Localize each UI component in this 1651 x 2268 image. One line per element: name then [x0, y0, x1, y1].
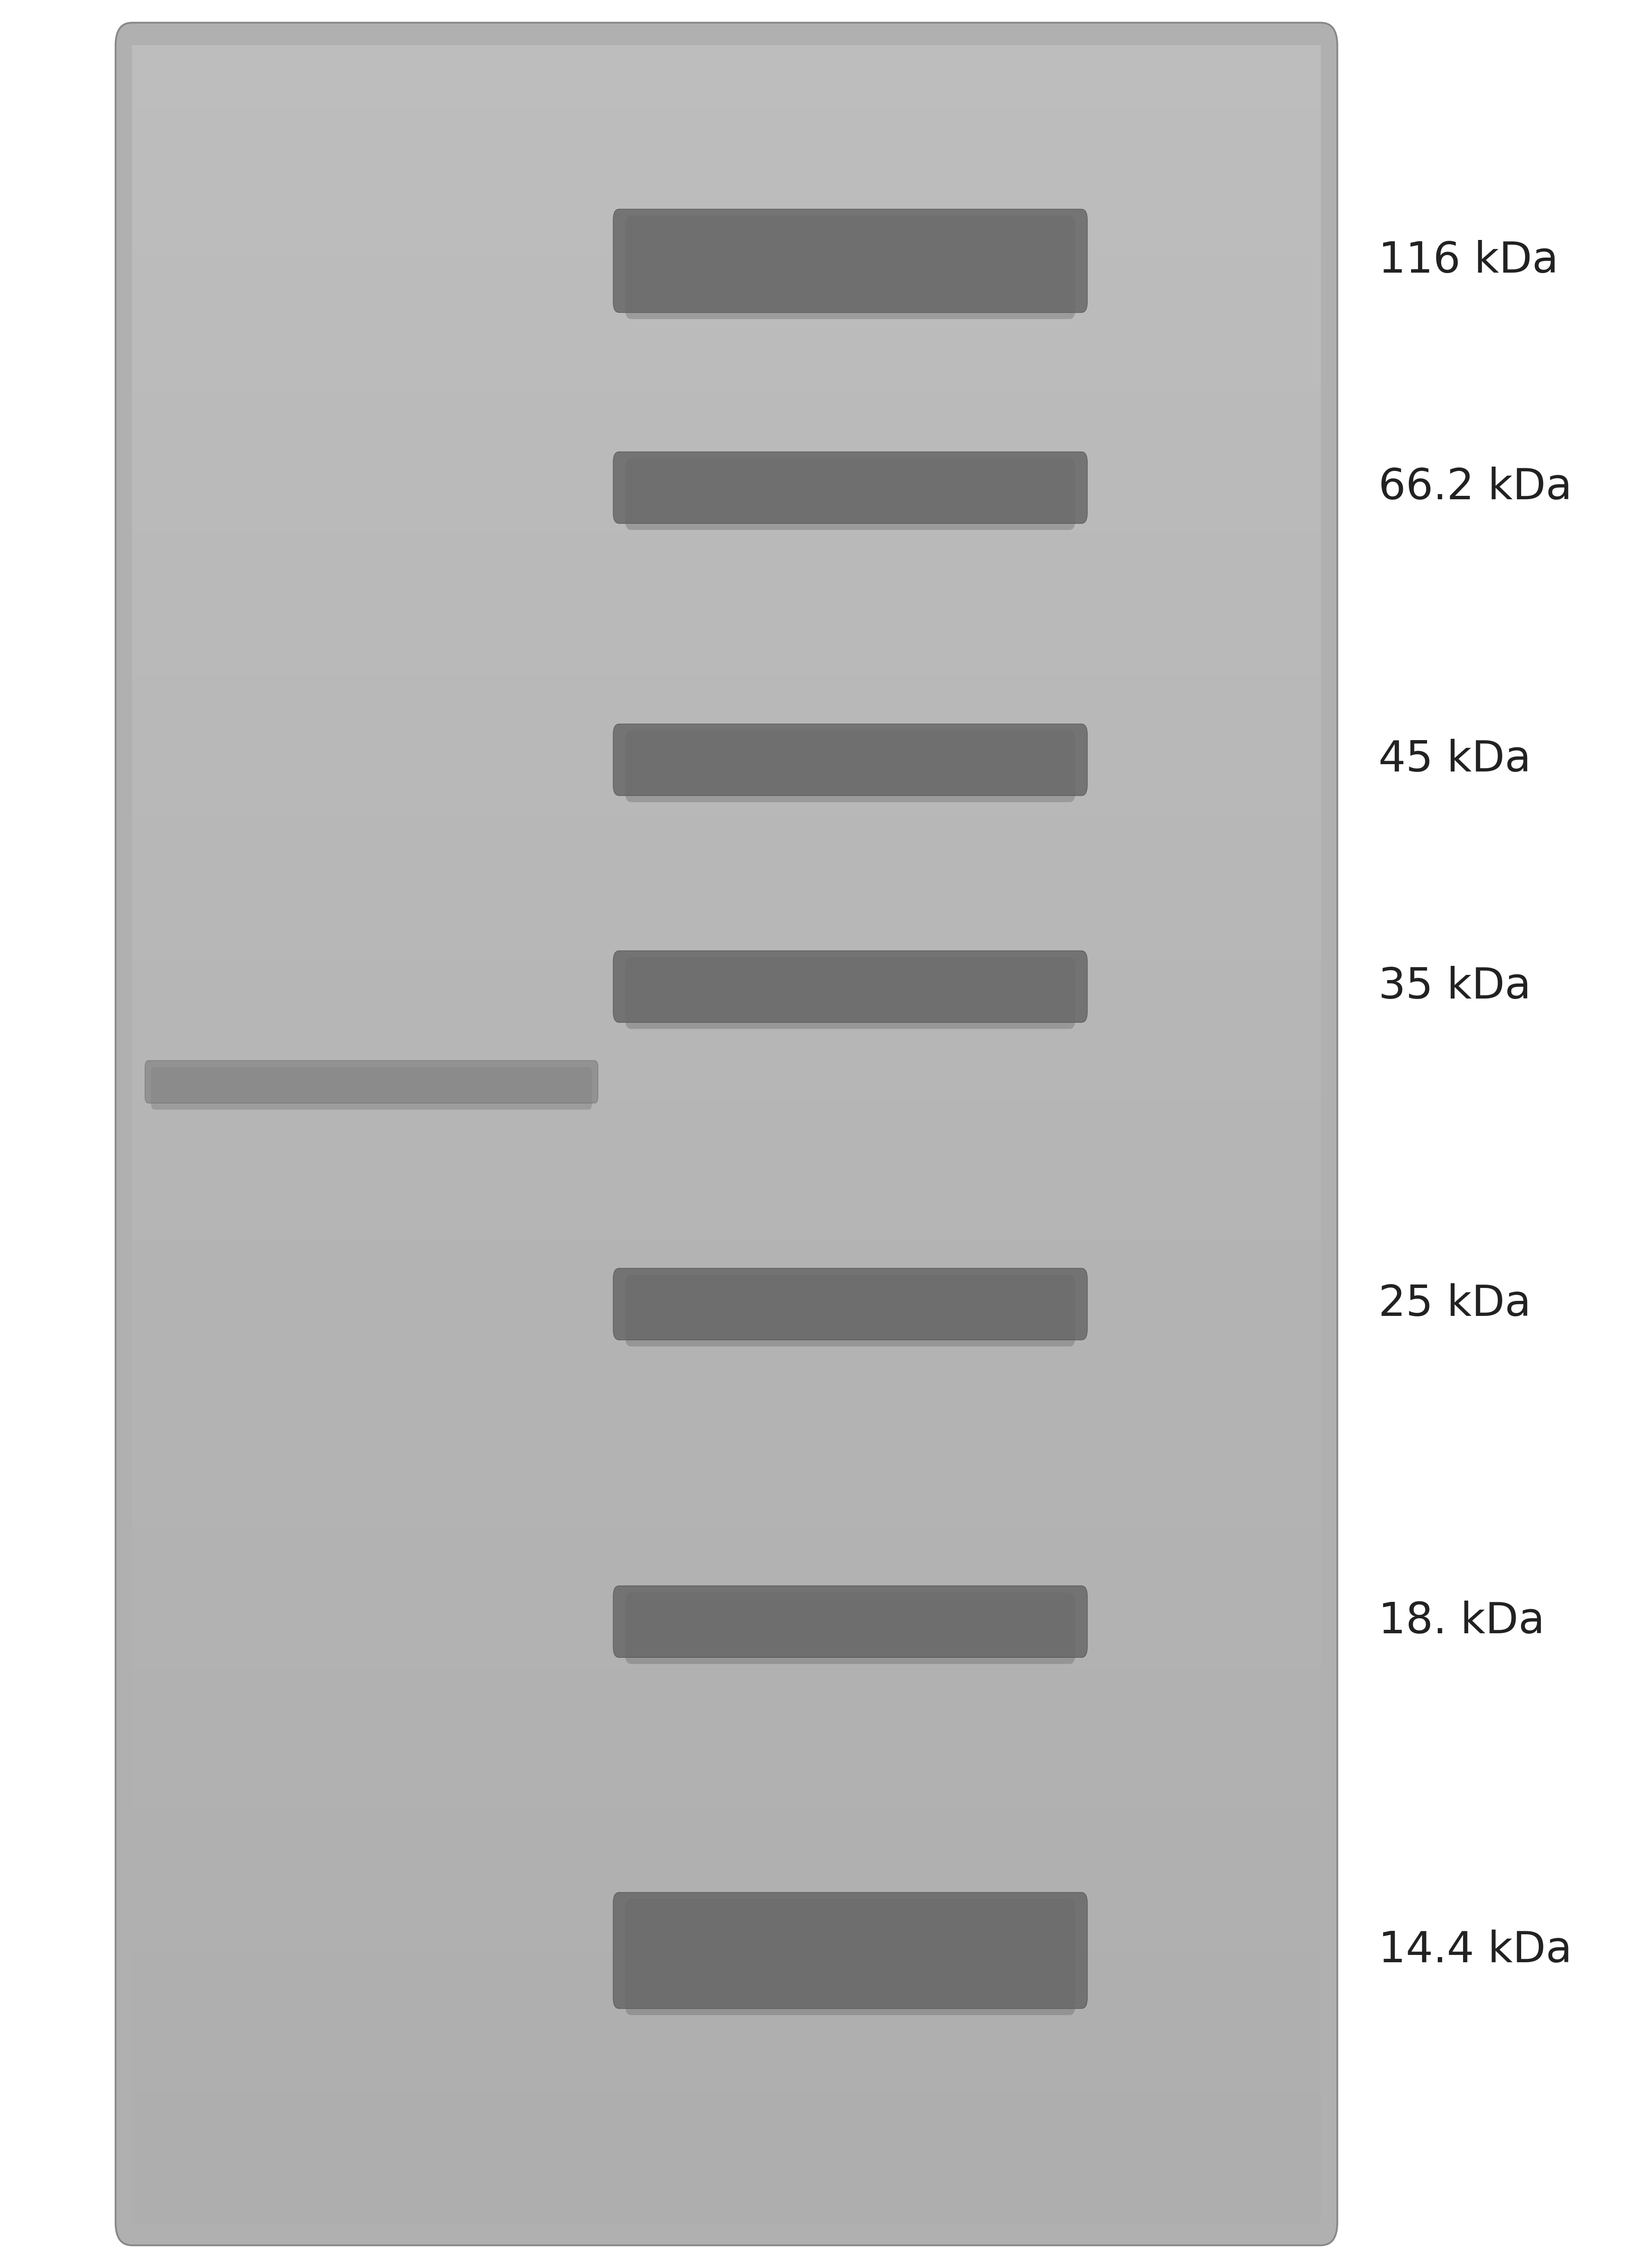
FancyBboxPatch shape [626, 730, 1075, 803]
FancyBboxPatch shape [613, 723, 1088, 796]
Text: 14.4 kDa: 14.4 kDa [1379, 1930, 1572, 1971]
Text: 66.2 kDa: 66.2 kDa [1379, 467, 1572, 508]
Text: 116 kDa: 116 kDa [1379, 240, 1559, 281]
FancyBboxPatch shape [613, 209, 1088, 313]
FancyBboxPatch shape [626, 1592, 1075, 1665]
FancyBboxPatch shape [626, 215, 1075, 320]
FancyBboxPatch shape [613, 1585, 1088, 1658]
FancyBboxPatch shape [613, 1892, 1088, 2009]
FancyBboxPatch shape [613, 1268, 1088, 1340]
Text: 45 kDa: 45 kDa [1379, 739, 1532, 780]
FancyBboxPatch shape [150, 1068, 593, 1109]
FancyBboxPatch shape [626, 1275, 1075, 1347]
Text: 35 kDa: 35 kDa [1379, 966, 1532, 1007]
Text: 18. kDa: 18. kDa [1379, 1601, 1545, 1642]
FancyBboxPatch shape [626, 1898, 1075, 2014]
FancyBboxPatch shape [613, 950, 1088, 1023]
Text: 25 kDa: 25 kDa [1379, 1284, 1532, 1325]
FancyBboxPatch shape [145, 1061, 598, 1102]
FancyBboxPatch shape [613, 451, 1088, 524]
FancyBboxPatch shape [116, 23, 1337, 2245]
FancyBboxPatch shape [626, 957, 1075, 1030]
FancyBboxPatch shape [626, 458, 1075, 531]
